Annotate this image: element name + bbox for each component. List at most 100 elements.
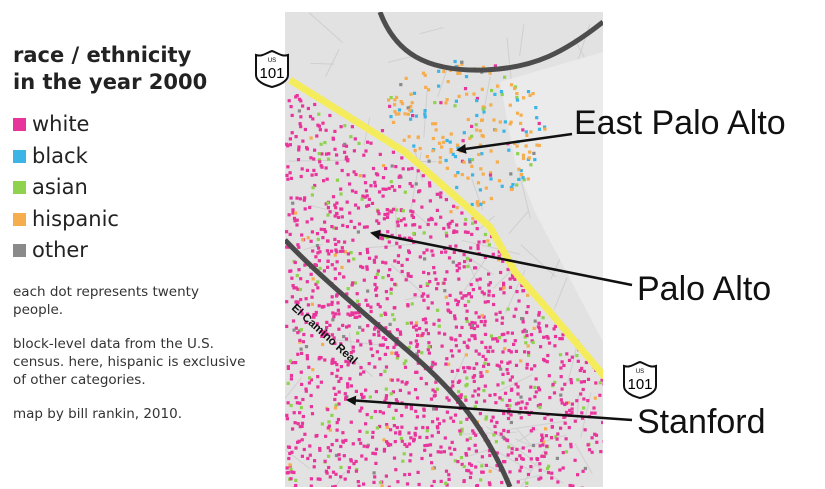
population-dot (466, 176, 470, 180)
population-dot (487, 243, 491, 247)
population-dot (460, 462, 464, 466)
population-dot (489, 149, 493, 153)
population-dot (387, 98, 391, 102)
population-dot (423, 115, 427, 119)
population-dot (538, 468, 542, 472)
population-dot (333, 267, 337, 271)
population-dot (376, 302, 380, 306)
population-dot (289, 196, 293, 200)
population-dot (474, 123, 478, 127)
population-dot (326, 426, 330, 430)
population-dot (358, 314, 362, 318)
population-dot (337, 402, 341, 406)
population-dot (427, 159, 431, 163)
population-dot (291, 208, 295, 212)
population-dot (337, 453, 341, 457)
population-dot (301, 414, 305, 419)
population-dot (366, 324, 370, 328)
population-dot (312, 157, 316, 161)
population-dot (337, 327, 341, 331)
population-dot (453, 155, 458, 159)
population-dot (562, 415, 566, 419)
population-dot (380, 484, 384, 487)
population-dot (590, 436, 594, 440)
population-dot (316, 385, 320, 389)
population-dot (316, 280, 320, 284)
population-dot (371, 354, 375, 358)
population-dot (331, 318, 335, 322)
population-dot (506, 307, 510, 311)
population-dot (468, 475, 473, 480)
population-dot (331, 485, 335, 487)
population-dot (493, 424, 497, 429)
population-dot (409, 209, 413, 213)
population-dot (537, 386, 541, 390)
population-dot (489, 177, 493, 181)
population-dot (492, 302, 496, 307)
black-swatch (13, 149, 26, 163)
population-dot (396, 378, 400, 382)
population-dot (300, 421, 305, 425)
population-dot (439, 215, 443, 219)
population-dot (568, 483, 572, 487)
population-dot (341, 440, 345, 444)
population-dot (315, 134, 319, 138)
population-dot (421, 174, 425, 178)
population-dot (529, 333, 534, 337)
population-dot (553, 334, 558, 339)
population-dot (436, 450, 440, 454)
population-dot (446, 80, 450, 84)
population-dot (573, 419, 577, 423)
population-dot (409, 104, 413, 109)
population-dot (445, 410, 449, 414)
population-dot (365, 430, 369, 434)
population-dot (477, 152, 481, 157)
population-dot (474, 349, 478, 353)
population-dot (361, 265, 365, 270)
population-dot (473, 336, 477, 341)
population-dot (288, 269, 292, 273)
population-dot (474, 311, 478, 315)
population-dot (534, 390, 538, 394)
population-dot (393, 259, 397, 263)
population-dot (488, 71, 492, 75)
population-dot (419, 284, 423, 288)
population-dot (364, 388, 368, 392)
population-dot (465, 468, 469, 473)
population-dot (296, 287, 300, 291)
population-dot (414, 426, 418, 430)
population-dot (586, 399, 590, 403)
population-dot (290, 113, 294, 117)
population-dot (337, 240, 341, 244)
population-dot (464, 294, 468, 298)
population-dot (552, 327, 556, 331)
population-dot (510, 451, 514, 455)
population-dot (502, 129, 506, 133)
population-dot (483, 384, 487, 388)
population-dot (341, 431, 345, 435)
population-dot (418, 326, 422, 331)
population-dot (552, 391, 557, 395)
population-dot (449, 416, 453, 420)
population-dot (408, 108, 412, 112)
population-dot (359, 441, 363, 445)
population-dot (317, 124, 321, 128)
population-dot (454, 338, 458, 342)
other-swatch (13, 244, 26, 258)
population-dot (309, 484, 313, 487)
population-dot (431, 136, 435, 141)
population-dot (538, 405, 542, 409)
population-dot (462, 265, 466, 269)
population-dot (381, 176, 386, 180)
population-dot (582, 369, 586, 373)
legend-item-other: other (13, 235, 253, 267)
population-dot (396, 254, 401, 258)
population-dot (573, 458, 577, 462)
population-dot (569, 442, 573, 446)
population-dot (368, 339, 372, 343)
population-dot (358, 325, 362, 329)
population-dot (469, 471, 473, 475)
population-dot (484, 345, 488, 350)
population-dot (344, 337, 349, 341)
population-dot (285, 417, 289, 421)
